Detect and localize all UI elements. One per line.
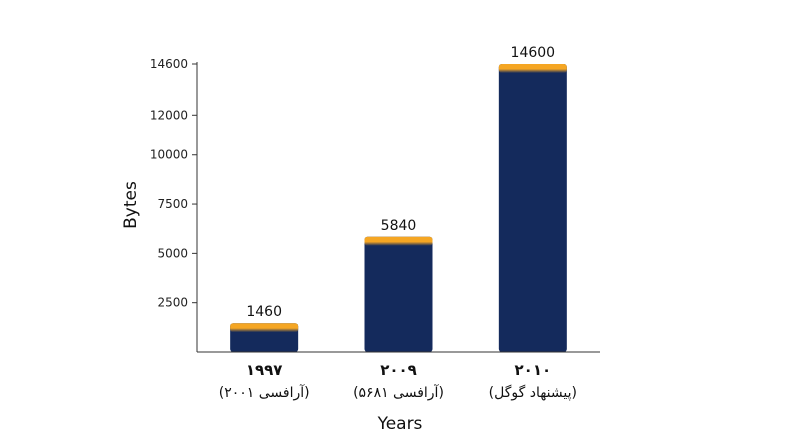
x-category-note: (آرافسی ۲۰۰۱) [219, 384, 310, 401]
y-tick-label: 10000 [150, 148, 188, 162]
data-label: 14600 [511, 45, 556, 61]
x-category-year: ۲۰۱۰ [515, 361, 552, 379]
y-tick-label: 2500 [157, 296, 188, 310]
x-category-year: ۱۹۹۷ [246, 361, 283, 379]
bar-cap [230, 323, 299, 333]
x-category-year: ۲۰۰۹ [380, 361, 417, 379]
x-category-note: (پیشنهاد گوگل) [489, 384, 577, 401]
data-label: 1460 [246, 304, 282, 320]
x-category-note: (آرافسی ۵۶۸۱) [353, 384, 444, 401]
data-labels-layer: 1460 5840 14600 [246, 45, 555, 320]
y-axis-ticks: 2500 5000 7500 10000 12000 14600 [150, 57, 197, 310]
x-axis-categories: ۱۹۹۷ (آرافسی ۲۰۰۱) ۲۰۰۹ (آرافسی ۵۶۸۱) ۲۰۱۰ (پ… [219, 361, 577, 401]
data-label: 5840 [381, 218, 417, 234]
x-axis-title: Years [377, 414, 423, 434]
y-tick-label: 12000 [150, 108, 188, 122]
bar-cap [498, 64, 567, 73]
y-tick-label: 5000 [157, 246, 188, 260]
y-axis-title: Bytes [121, 181, 141, 229]
bar-cap [364, 236, 433, 246]
bar [498, 64, 567, 352]
bar [364, 236, 433, 352]
y-tick-label: 14600 [150, 57, 188, 71]
bars-layer [230, 64, 567, 352]
y-tick-label: 7500 [157, 197, 188, 211]
